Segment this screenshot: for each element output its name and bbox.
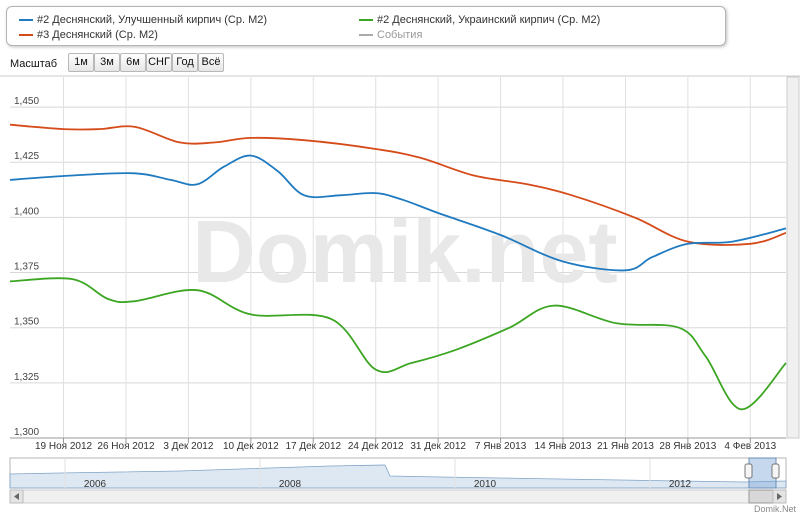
y-tick-label: 1,400 <box>14 206 39 217</box>
y-tick-label: 1,375 <box>14 262 39 273</box>
navigator-area <box>9 464 787 489</box>
x-tick-labels: 19 Ноя 2012 26 Ноя 2012 3 Дек 2012 10 Дек 2… <box>35 441 777 452</box>
y-grid <box>10 106 786 439</box>
footer-credit: Domik.Net <box>753 504 796 514</box>
scroll-right-arrow-icon <box>777 493 782 500</box>
x-tick-label: 31 Дек 2012 <box>410 441 466 452</box>
legend-item-series-2[interactable]: #2 Деснянский, Украинский кирпич (Ср. M2… <box>359 14 600 26</box>
scroll-left-arrow-icon <box>14 493 19 500</box>
x-tick-label: 26 Ноя 2012 <box>97 441 155 452</box>
y-tick-label: 1,425 <box>14 151 39 162</box>
x-tick-label: 24 Дек 2012 <box>348 441 404 452</box>
series-line-1[interactable] <box>9 123 787 246</box>
legend-swatch-1 <box>19 19 33 22</box>
x-tick-label: 4 Фев 2013 <box>724 441 776 452</box>
x-tick-label: 28 Янв 2013 <box>659 441 716 452</box>
legend-swatch-3 <box>19 34 33 37</box>
watermark: Domik.net <box>192 202 617 301</box>
navigator-year-label: 2006 <box>84 479 107 490</box>
y-tick-labels: 1,300 1,325 1,350 1,375 1,400 1,425 1,450 <box>14 96 39 438</box>
zoom-button-all[interactable]: Всё <box>198 53 224 72</box>
x-tick-label: 19 Ноя 2012 <box>35 441 93 452</box>
legend-label-4: События <box>377 29 423 41</box>
x-tick-label: 14 Янв 2013 <box>535 441 592 452</box>
legend-swatch-2 <box>359 19 373 22</box>
y-tick-label: 1,300 <box>14 427 39 438</box>
navigator-year-label: 2010 <box>474 479 497 490</box>
x-tick-label: 3 Дек 2012 <box>163 441 214 452</box>
legend-label-2: #2 Деснянский, Украинский кирпич (Ср. M2… <box>377 14 601 26</box>
legend-item-events[interactable]: События <box>359 29 422 41</box>
x-tick-label: 7 Янв 2013 <box>475 441 527 452</box>
y-tick-label: 1,350 <box>14 317 39 328</box>
zoom-button-3m[interactable]: 3м <box>94 53 120 72</box>
scroll-thumb[interactable] <box>748 489 774 504</box>
legend-item-series-1[interactable]: #2 Деснянский, Улучшенный кирпич (Ср. M2… <box>19 14 267 26</box>
scrollbar-right[interactable] <box>786 76 800 439</box>
legend-swatch-4 <box>359 34 373 37</box>
series-line-3[interactable] <box>9 277 787 411</box>
zoom-button-ytd[interactable]: СНГ <box>146 53 172 72</box>
navigator-year-label: 2008 <box>279 479 302 490</box>
scrollbar-track-right[interactable] <box>786 76 800 439</box>
zoom-label: Масштаб <box>10 58 58 70</box>
navigator-handle-left[interactable] <box>744 463 753 479</box>
zoom-button-6m[interactable]: 6м <box>120 53 146 72</box>
x-tick-label: 21 Янв 2013 <box>597 441 654 452</box>
navigator-year-label: 2012 <box>669 479 692 490</box>
y-tick-label: 1,325 <box>14 372 39 383</box>
navigator[interactable]: 2006 2008 2010 2012 <box>9 457 787 504</box>
x-tick-label: 17 Дек 2012 <box>285 441 341 452</box>
x-tick-label: 10 Дек 2012 <box>223 441 279 452</box>
navigator-handle-right[interactable] <box>771 463 780 479</box>
series-line-2[interactable] <box>9 154 787 272</box>
series-lines <box>9 123 787 411</box>
zoom-button-1y[interactable]: Год <box>172 53 198 72</box>
legend-label-1: #2 Деснянский, Улучшенный кирпич (Ср. M2… <box>37 14 268 26</box>
zoom-button-1m[interactable]: 1м <box>68 53 94 72</box>
chart-legend: #2 Деснянский, Улучшенный кирпич (Ср. M2… <box>6 6 726 46</box>
legend-item-series-3[interactable]: #3 Деснянский (Ср. M2) <box>19 29 158 41</box>
legend-label-3: #3 Деснянский (Ср. M2) <box>37 29 158 41</box>
navigator-year-labels: 2006 2008 2010 2012 <box>64 458 692 490</box>
horizontal-scrollbar[interactable] <box>9 489 787 504</box>
y-tick-label: 1,450 <box>14 96 39 107</box>
